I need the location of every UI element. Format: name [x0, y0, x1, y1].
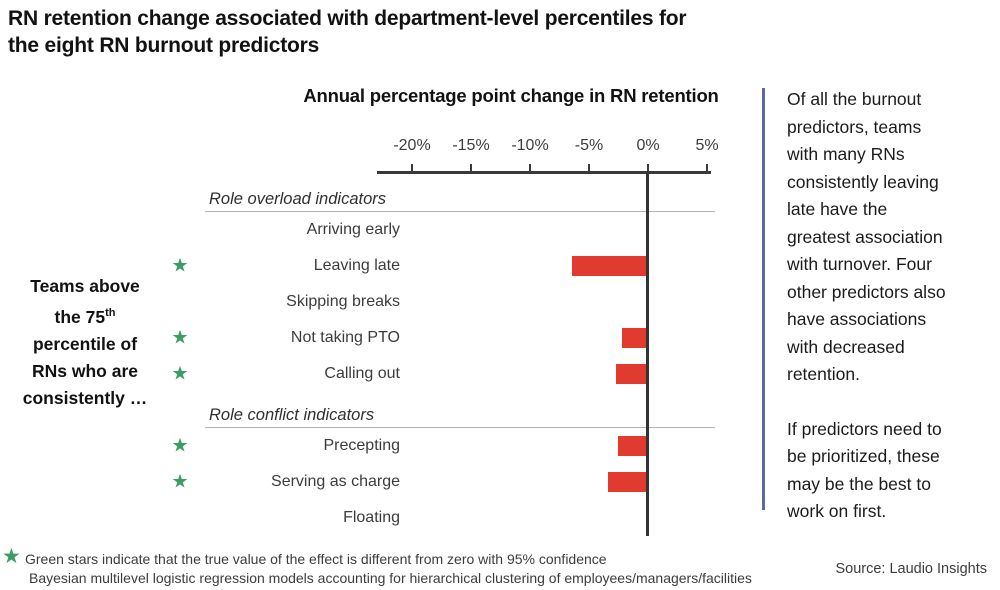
y-axis-group-label-line: Teams above	[30, 276, 140, 296]
row-label: Floating	[343, 509, 400, 526]
x-tick-label: 0%	[636, 137, 660, 154]
x-tick-mark	[411, 164, 413, 171]
bar-calling-out	[616, 364, 648, 384]
page-title-line-1: RN retention change associated with depa…	[8, 7, 687, 30]
x-tick-mark	[529, 164, 531, 171]
annotation-paragraph-2: If predictors need to be prioritized, the…	[787, 416, 946, 526]
section-header-row-role-overload-indicators: Role overload indicators	[0, 176, 1000, 212]
x-tick-mark	[706, 164, 708, 171]
annotation-divider-line	[762, 88, 765, 510]
bar-chart-rows: Role overload indicators Arriving early ★ L…	[0, 176, 1000, 536]
x-tick-label: -10%	[511, 137, 549, 154]
row-label: Not taking PTO	[290, 329, 400, 346]
x-tick-label: 5%	[695, 137, 719, 154]
x-tick-label: -20%	[393, 137, 431, 154]
row-floating: Floating	[0, 500, 1000, 536]
row-label: Skipping breaks	[286, 293, 400, 310]
row-label: Precepting	[323, 437, 401, 454]
annotation-line: greatest association	[787, 226, 943, 247]
y-axis-group-label-line: the 75th	[54, 306, 116, 327]
significance-star-icon: ★	[171, 471, 189, 493]
section-rule-line	[205, 427, 715, 428]
significance-star-icon: ★	[171, 363, 189, 385]
row-precepting: ★ Precepting	[0, 428, 1000, 464]
annotation-line: late have the	[787, 199, 888, 219]
annotation-line: retention.	[787, 364, 860, 384]
page-title: RN retention change associated with depa…	[8, 5, 687, 59]
annotation-line: may be the best to	[787, 473, 931, 494]
section-rule-line	[205, 211, 715, 212]
annotation-line: Of all the burnout	[787, 89, 922, 109]
significance-star-icon: ★	[171, 435, 189, 457]
annotation-line: with decreased	[787, 336, 905, 357]
row-arriving-early: Arriving early	[0, 212, 1000, 248]
row-not-taking-pto: ★ Not taking PTO	[0, 320, 1000, 356]
bar-leaving-late	[572, 256, 648, 276]
footnote-line-2: Bayesian multilevel logistic regression …	[29, 570, 752, 586]
annotation-line: work on first.	[787, 501, 887, 521]
annotation-line: If predictors need to	[787, 418, 942, 439]
x-tick-label: -5%	[574, 137, 604, 154]
bar-precepting	[618, 436, 648, 456]
x-tick-mark	[588, 164, 590, 171]
bar-not-taking-pto	[622, 328, 648, 348]
significance-star-icon: ★	[171, 327, 189, 349]
zero-baseline	[646, 171, 649, 536]
row-label: Leaving late	[313, 257, 400, 274]
y-axis-group-label: Teams above the 75th percentile of RNs who …	[3, 273, 167, 412]
row-serving-as-charge: ★ Serving as charge	[0, 464, 1000, 500]
section-header-label: Role conflict indicators	[209, 406, 375, 424]
significance-star-icon: ★	[171, 255, 189, 277]
x-tick-label: -15%	[452, 137, 490, 154]
row-leaving-late: ★ Leaving late	[0, 248, 1000, 284]
bar-serving-as-charge	[608, 472, 648, 492]
row-label: Calling out	[324, 365, 400, 382]
y-axis-group-label-line: consistently …	[22, 387, 148, 408]
annotation-line: other predictors also	[787, 281, 946, 302]
annotation-line: with many RNs	[787, 144, 905, 164]
page-title-line-2: the eight RN burnout predictors	[8, 34, 320, 57]
section-header-row-role-conflict-indicators: Role conflict indicators	[0, 392, 1000, 428]
row-calling-out: ★ Calling out	[0, 356, 1000, 392]
annotation-line: be prioritized, these	[787, 446, 940, 466]
annotation-line: consistently leaving	[787, 171, 939, 192]
x-tick-mark	[470, 164, 472, 171]
annotation-line: have associations	[787, 309, 927, 329]
y-axis-group-label-line: percentile of	[32, 333, 138, 354]
row-label: Serving as charge	[271, 473, 400, 490]
row-label: Arriving early	[306, 221, 400, 238]
footnote-line-1: Green stars indicate that the true value…	[25, 551, 607, 567]
footnote-star-icon: ★	[2, 545, 21, 568]
x-tick-mark	[647, 164, 649, 171]
annotation-line: with turnover. Four	[787, 254, 932, 274]
row-skipping-breaks: Skipping breaks	[0, 284, 1000, 320]
chart-title: Annual percentage point change in RN ret…	[303, 85, 719, 106]
source-label: Source: Laudio Insights	[835, 561, 987, 577]
annotation-line: predictors, teams	[787, 116, 922, 137]
x-axis-line	[377, 171, 711, 174]
annotation-paragraph-1: Of all the burnout predictors, teams with …	[787, 86, 946, 389]
section-header-label: Role overload indicators	[209, 190, 387, 208]
annotation-panel: Of all the burnout predictors, teams with …	[787, 86, 946, 526]
y-axis-group-label-line: RNs who are	[32, 360, 138, 381]
